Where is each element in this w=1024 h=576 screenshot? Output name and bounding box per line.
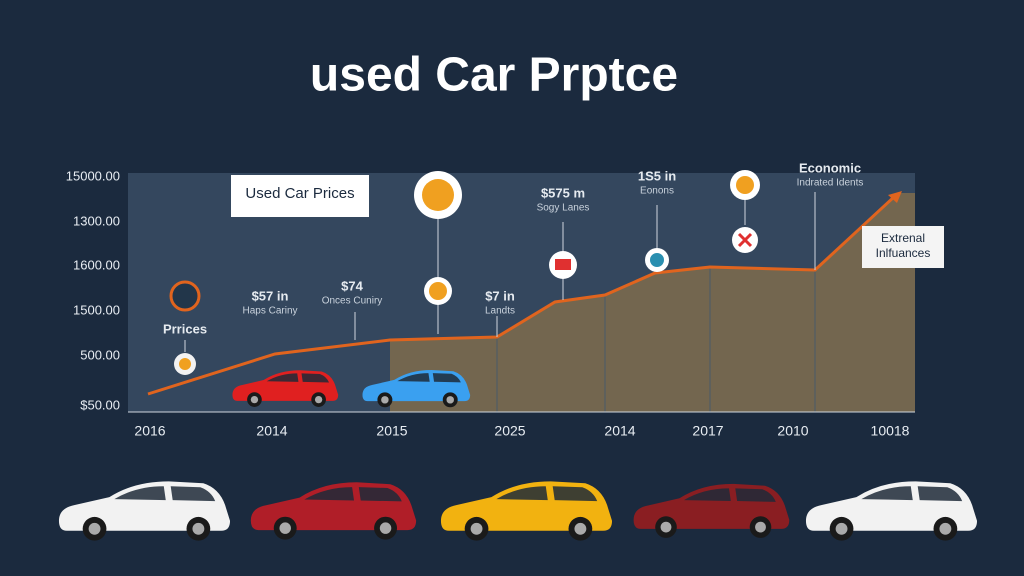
x-tick-label: 2025: [494, 423, 525, 439]
y-tick-label: 15000.00: [66, 168, 120, 183]
side-box-line: Extrenal: [881, 231, 925, 245]
title: used Car Prptce: [310, 49, 678, 102]
annotation: $575 m: [541, 185, 585, 200]
annotation: Indrated Idents: [797, 178, 864, 189]
annotation: Onces Cuniry: [322, 296, 383, 307]
annotation: $7 in: [485, 288, 515, 303]
annotation: Sogy Lanes: [537, 203, 590, 214]
annotation: Prrices: [163, 321, 207, 336]
x-tick-label: 2016: [134, 423, 165, 439]
x-tick-label: 2010: [777, 423, 808, 439]
y-tick-label: 1600.00: [73, 257, 120, 272]
annotation: Eonons: [640, 186, 674, 197]
trend-line: [147, 194, 897, 396]
y-tick-label: 500.00: [80, 347, 120, 362]
y-tick-label: 1500.00: [73, 302, 120, 317]
y-tick-label: $50.00: [80, 397, 120, 412]
bottom-cars: [58, 481, 978, 541]
annotation: Haps Cariny: [242, 306, 297, 317]
x-tick-label: 2014: [604, 423, 635, 439]
annotation: $74: [341, 278, 363, 293]
arrow-head: [888, 191, 902, 203]
y-tick-label: 1300.00: [73, 213, 120, 228]
side-box-line: Inlfuances: [876, 246, 931, 260]
x-tick-label: 2017: [692, 423, 723, 439]
area: [390, 193, 915, 412]
legend-text: Used Car Prices: [245, 185, 354, 202]
annotation: Landts: [485, 306, 515, 317]
side-box: [862, 226, 944, 268]
annotation: Economic: [799, 160, 861, 175]
annotation: 1S5 in: [638, 168, 676, 183]
x-tick-label: 10018: [871, 423, 910, 439]
legend-box: [231, 175, 369, 217]
x-tick-label: 2015: [376, 423, 407, 439]
icons: [169, 170, 816, 375]
labels: 15000.00 1300.00 1600.00 1500.00 500.00 $50.0…: [66, 160, 910, 438]
dividers: [496, 267, 816, 412]
x-tick-label: 2014: [256, 423, 287, 439]
annotation: $57 in: [252, 288, 289, 303]
